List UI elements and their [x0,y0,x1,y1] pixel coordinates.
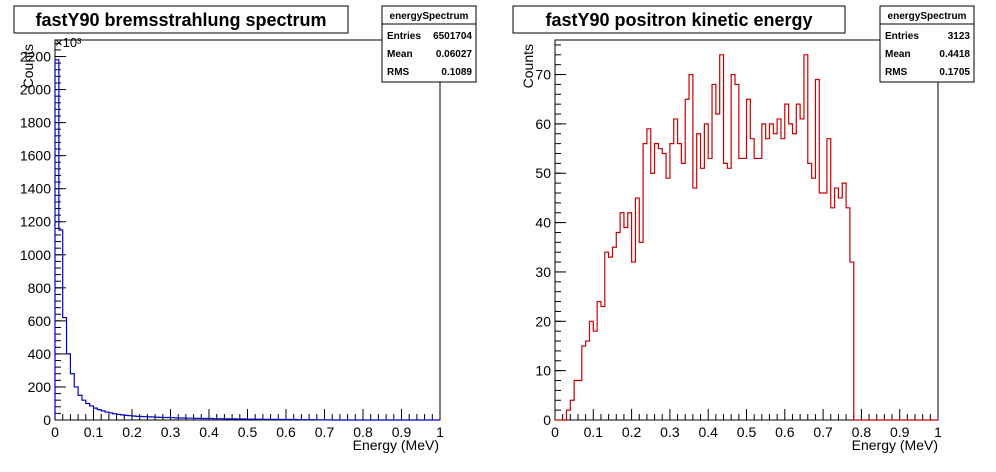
left-axis-ticks: 0 0.1 0.2 0.3 0.4 0.5 0.6 0.7 0.8 0.9 1 0 200 400 600 8… [20,42,444,440]
left-stats-rms-label: RMS [387,67,410,78]
right-x-tick-label: 1 [934,424,942,440]
right-y-axis-label: Counts [520,44,536,88]
left-y-exponent: ×10³ [55,35,82,50]
left-y-axis-label: Counts [20,44,36,88]
left-y-tick-label: 1200 [20,214,51,230]
left-x-tick-label: 1 [436,424,444,440]
left-stats-mean-value: 0.06027 [436,49,473,60]
left-x-tick-label: 0.2 [122,424,142,440]
right-histogram-series [555,54,938,421]
left-stats-rms-value: 0.1089 [441,67,472,78]
right-stats-entries-value: 3123 [948,31,971,42]
right-x-tick-label: 0 [551,424,559,440]
left-stats-mean-label: Mean [387,49,413,60]
left-histogram-series [54,59,440,421]
left-x-tick-label: 0 [51,424,59,440]
right-x-tick-label: 0.4 [698,424,718,440]
left-y-tick-label: 600 [28,313,52,329]
left-y-tick-label: 1600 [20,148,51,164]
right-x-tick-label: 0.1 [584,424,604,440]
right-x-tick-label: 0.9 [890,424,910,440]
left-x-tick-label: 0.4 [199,424,219,440]
left-chart: 0 0.1 0.2 0.3 0.4 0.5 0.6 0.7 0.8 0.9 1 0 200 400 600 8… [13,5,477,453]
left-stats-entries-value: 6501704 [433,31,472,42]
right-y-tick-label: 40 [535,215,551,231]
left-x-tick-label: 0.9 [392,424,412,440]
left-y-tick-label: 0 [43,412,51,428]
left-x-tick-label: 0.3 [161,424,181,440]
left-y-tick-label: 1400 [20,181,51,197]
left-y-tick-label: 400 [28,346,52,362]
left-x-tick-label: 0.5 [238,424,258,440]
right-stats-mean-value: 0.4418 [939,49,970,60]
right-stats-box: energySpectrum Entries 3123 Mean 0.4418 … [879,5,975,83]
right-y-tick-label: 30 [535,264,551,280]
right-y-tick-label: 70 [535,67,551,83]
left-x-tick-label: 0.8 [353,424,373,440]
right-x-axis-label: Energy (MeV) [852,437,938,453]
right-axis-ticks: 0 0.1 0.2 0.3 0.4 0.5 0.6 0.7 0.8 0.9 101020304050… [535,44,942,440]
left-chart-title: fastY90 bremsstrahlung spectrum [35,10,326,30]
right-x-tick-label: 0.3 [660,424,680,440]
left-plot-frame [54,39,441,421]
right-y-tick-label: 60 [535,116,551,132]
right-y-tick-label: 0 [543,412,551,428]
right-x-tick-label: 0.6 [775,424,795,440]
right-y-tick-label: 10 [535,363,551,379]
right-x-tick-label: 0.7 [813,424,833,440]
left-y-tick-label: 1000 [20,247,51,263]
right-stats-rms-label: RMS [885,67,908,78]
right-stats-mean-label: Mean [885,49,911,60]
right-stats-name: energySpectrum [888,11,967,22]
right-chart-title: fastY90 positron kinetic energy [545,10,812,30]
right-x-tick-label: 0.8 [852,424,872,440]
left-stats-entries-label: Entries [387,31,421,42]
right-x-tick-label: 0.2 [622,424,642,440]
left-y-tick-label: 2000 [20,82,51,98]
right-title-box [512,5,846,34]
left-title-box [13,5,349,34]
right-y-tick-label: 50 [535,165,551,181]
left-y-tick-label: 200 [28,379,52,395]
right-plot-frame [554,39,939,421]
right-x-tick-label: 0.5 [737,424,757,440]
left-x-tick-label: 0.6 [276,424,296,440]
right-chart: 0 0.1 0.2 0.3 0.4 0.5 0.6 0.7 0.8 0.9 101020304050… [512,5,975,453]
left-y-tick-label: 1800 [20,115,51,131]
right-stats-rms-value: 0.1705 [939,67,970,78]
left-x-axis-label: Energy (MeV) [353,437,439,453]
left-y-tick-label: 800 [28,280,52,296]
left-stats-name: energySpectrum [390,11,469,22]
left-stats-box: energySpectrum Entries 6501704 Mean 0.06… [381,5,477,83]
left-x-tick-label: 0.1 [84,424,104,440]
left-x-tick-label: 0.7 [315,424,335,440]
left-y-tick-label: 2200 [20,49,51,65]
right-y-tick-label: 20 [535,313,551,329]
right-stats-entries-label: Entries [885,31,919,42]
